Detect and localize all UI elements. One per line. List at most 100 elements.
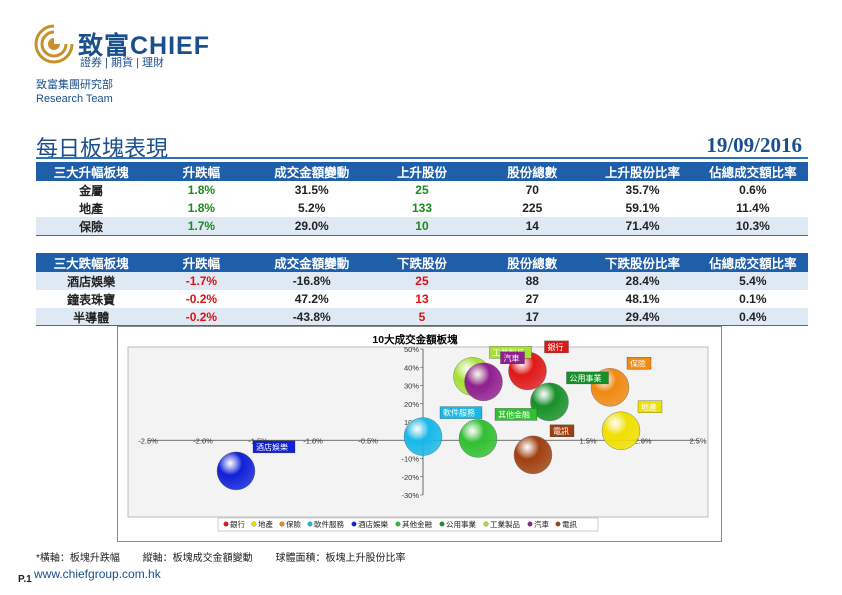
total-count-cell: 225 <box>522 201 543 215</box>
bubble-軟件服務 <box>403 417 443 456</box>
legend-item: 公用事業 <box>446 519 476 529</box>
x-tick-label: 2.0% <box>634 436 651 445</box>
bubble-label-box <box>637 400 663 413</box>
legend-marker <box>527 521 533 527</box>
y-tick-label: 50% <box>404 345 419 354</box>
legend-item: 電訊 <box>562 519 577 529</box>
table-row: 鐘表珠寶 -0.2% 47.2% 13 27 48.1% 0.1% <box>36 290 808 308</box>
turnover-change-cell: 29.0% <box>256 217 367 235</box>
column-header: 升跌幅 <box>146 253 257 272</box>
rising-count-cell: 25 <box>415 183 429 197</box>
bubble-label-box <box>566 371 609 385</box>
sector-name: 酒店娛樂 <box>36 272 147 290</box>
column-header: 上升股份 <box>366 162 478 181</box>
bubble-label-box <box>252 440 296 454</box>
legend-marker <box>555 521 561 527</box>
legend-marker <box>223 521 229 527</box>
bubble-label: 其他金融 <box>498 409 530 419</box>
website-link[interactable]: www.chiefgroup.com.hk <box>34 567 161 581</box>
total-count-cell: 14 <box>477 217 588 235</box>
x-tick-label: 2.5% <box>689 436 706 445</box>
bubble-公用事業 <box>530 382 569 422</box>
bubble-label: 汽車 <box>504 353 520 363</box>
bubble-酒店娛樂 <box>216 451 256 491</box>
top-gainers-table: 三大升幅板塊 升跌幅 成交金額變動 上升股份 股份總數 上升股份比率 佔總成交額… <box>36 162 808 235</box>
rising-ratio-cell: 71.4% <box>587 217 698 235</box>
y-tick-label: -20% <box>401 473 419 482</box>
bubble-label-box <box>544 340 569 354</box>
turnover-change-cell: -43.8% <box>256 308 367 326</box>
page-number: P.1 <box>18 574 32 585</box>
bubble-label-box <box>549 424 575 437</box>
legend-marker <box>483 521 489 527</box>
note-x-axis: *橫軸：板塊升跌幅 <box>36 553 120 564</box>
bubble-label-box <box>626 357 652 370</box>
table-row: 金屬 1.8% 31.5% 25 70 35.7% 0.6% <box>36 181 808 199</box>
legend-box <box>217 517 599 532</box>
top-losers-table: 三大跌幅板塊 升跌幅 成交金額變動 下跌股份 股份總數 下跌股份比率 佔總成交額… <box>36 253 808 326</box>
sector-name: 半導體 <box>36 308 147 326</box>
bubble-汽車 <box>464 362 503 402</box>
legend-marker <box>251 521 257 527</box>
legend-item: 其他金融 <box>402 519 432 529</box>
bubble-地產 <box>601 411 641 450</box>
column-header: 佔總成交額比率 <box>697 253 808 272</box>
x-tick-label: -1.0% <box>303 436 323 445</box>
column-header: 股份總數 <box>477 162 588 181</box>
turnover-share-cell: 10.3% <box>697 217 808 235</box>
column-header: 成交金額變動 <box>256 162 367 181</box>
table-divider <box>36 235 808 236</box>
turnover-change-cell: 31.5% <box>294 183 329 197</box>
bubble-label: 銀行 <box>548 342 564 352</box>
bubble-label: 電訊 <box>553 426 569 436</box>
x-tick-label: -2.5% <box>138 436 158 445</box>
falling-count-cell: 25 <box>366 272 478 290</box>
bubble-label: 公用事業 <box>570 373 602 383</box>
table-row: 地產 1.8% 5.2% 133 225 59.1% 11.4% <box>36 199 808 217</box>
total-count-cell: 27 <box>525 292 539 306</box>
brand-tagline: 證券 | 期貨 | 理財 <box>80 57 164 69</box>
table-header-row: 三大升幅板塊 升跌幅 成交金額變動 上升股份 股份總數 上升股份比率 佔總成交額… <box>36 162 808 181</box>
y-tick-label: 30% <box>404 382 419 391</box>
legend-marker <box>307 521 313 527</box>
rising-count-cell: 10 <box>366 217 478 235</box>
change-cell: -0.2% <box>185 292 218 306</box>
total-count-cell: 88 <box>477 272 588 290</box>
legend-item: 酒店娛樂 <box>358 519 388 529</box>
change-cell: 1.8% <box>187 183 216 197</box>
brand-name: 致富CHIEF <box>78 32 211 60</box>
x-tick-label: -2.0% <box>193 436 213 445</box>
change-cell: -1.7% <box>146 272 257 290</box>
turnover-share-cell: 11.4% <box>736 201 770 215</box>
turnover-change-cell: 47.2% <box>294 292 329 306</box>
column-header: 三大升幅板塊 <box>36 162 147 181</box>
turnover-change-cell: 5.2% <box>298 201 326 215</box>
chart-note: *橫軸：板塊升跌幅 縱軸：板塊成交金額變動 球體面積：板塊上升股份比率 <box>36 549 425 564</box>
sector-name: 地產 <box>79 201 104 216</box>
column-header: 升跌幅 <box>146 162 257 181</box>
rising-ratio-cell: 35.7% <box>625 183 660 197</box>
turnover-share-cell: 5.4% <box>697 272 808 290</box>
sector-name: 保險 <box>36 217 147 235</box>
change-cell: 1.7% <box>146 217 257 235</box>
x-tick-label: -1.5% <box>248 436 268 445</box>
sector-bubble-chart: 10大成交金額板塊 -30%-20%-10%0%10%20%30%40%50%-… <box>117 326 722 542</box>
falling-ratio-cell: 28.4% <box>587 272 698 290</box>
rising-count-cell: 133 <box>411 201 432 215</box>
change-cell: 1.8% <box>187 201 216 215</box>
bubble-label: 保險 <box>630 358 646 368</box>
table-header-row: 三大跌幅板塊 升跌幅 成交金額變動 下跌股份 股份總數 下跌股份比率 佔總成交額… <box>36 253 808 272</box>
title-divider <box>36 157 808 159</box>
total-count-cell: 70 <box>525 183 539 197</box>
y-tick-label: 40% <box>404 363 419 372</box>
total-count-cell: 17 <box>477 308 588 326</box>
rising-ratio-cell: 59.1% <box>625 201 660 215</box>
x-tick-label: -0.5% <box>358 436 378 445</box>
column-header: 佔總成交額比率 <box>697 162 808 181</box>
department-en: Research Team <box>36 93 113 105</box>
turnover-change-cell: -16.8% <box>256 272 367 290</box>
table-row: 保險 1.7% 29.0% 10 14 71.4% 10.3% <box>36 217 808 235</box>
bubble-label: 地產 <box>641 402 657 412</box>
column-header: 下跌股份比率 <box>587 253 698 272</box>
chart-title: 10大成交金額板塊 <box>372 333 458 346</box>
